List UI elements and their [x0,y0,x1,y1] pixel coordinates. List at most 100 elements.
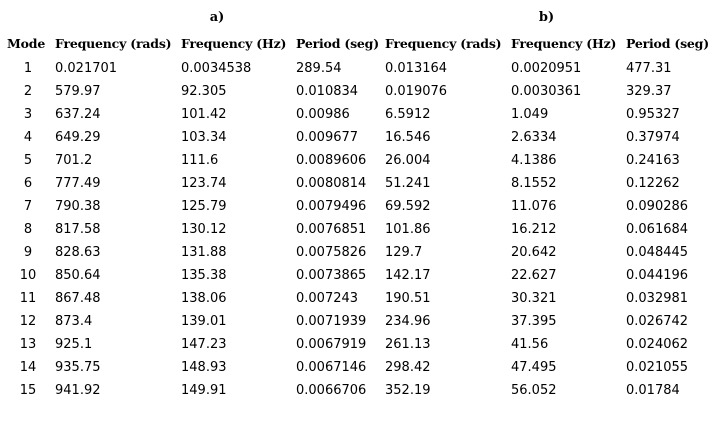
cell-a-period: 289.54 [296,61,342,76]
cell-b-period: 0.024062 [626,337,689,352]
cell-a-period: 0.0079496 [296,199,367,214]
cell-a-period: 0.0067146 [296,360,367,375]
cell-a-freq-hz: 103.34 [181,130,227,145]
cell-b-period: 0.24163 [626,153,680,168]
cell-b-period: 0.01784 [626,383,680,398]
cell-b-freq-hz: 37.395 [511,314,557,329]
column-header-row: Mode Frequency (rads) Frequency (Hz) Per… [4,30,711,57]
cell-a-freq-rads: 850.64 [55,268,101,283]
cell-b-freq-rads: 16.546 [385,130,431,145]
table-row: 8 817.58 130.12 0.0076851 101.86 16.212 0.0616… [4,218,711,241]
table-row: 11 867.48 138.06 0.007243 190.51 30.321 0.0329… [4,287,711,310]
table-row: 4 649.29 103.34 0.009677 16.546 2.6334 0.37974 [4,126,711,149]
cell-b-freq-rads: 234.96 [385,314,431,329]
cell-a-freq-rads: 935.75 [55,360,101,375]
cell-mode: 6 [23,176,33,191]
cell-mode: 12 [19,314,37,329]
cell-a-freq-hz: 111.6 [181,153,219,168]
cell-a-freq-hz: 101.42 [181,107,227,122]
cell-b-freq-hz: 30.321 [511,291,557,306]
cell-a-freq-rads: 649.29 [55,130,101,145]
cell-a-period: 0.007243 [296,291,359,306]
cell-a-freq-rads: 867.48 [55,291,101,306]
table-row: 12 873.4 139.01 0.0071939 234.96 37.395 0.0267… [4,310,711,333]
cell-a-freq-hz: 125.79 [181,199,227,214]
cell-b-freq-hz: 4.1386 [511,153,557,168]
header-a-period: Period (seg) [296,36,379,51]
cell-b-period: 329.37 [626,84,672,99]
group-header-row: a) b) [4,4,711,30]
cell-b-freq-hz: 11.076 [511,199,557,214]
cell-a-period: 0.00986 [296,107,350,122]
cell-b-freq-hz: 22.627 [511,268,557,283]
cell-b-freq-rads: 190.51 [385,291,431,306]
cell-b-freq-rads: 69.592 [385,199,431,214]
table-row: 13 925.1 147.23 0.0067919 261.13 41.56 0.02406… [4,333,711,356]
cell-a-freq-hz: 147.23 [181,337,227,352]
cell-mode: 2 [23,84,33,99]
cell-b-freq-hz: 16.212 [511,222,557,237]
cell-b-freq-hz: 1.049 [511,107,549,122]
table-row: 3 637.24 101.42 0.00986 6.5912 1.049 0.95327 [4,103,711,126]
cell-b-period: 477.31 [626,61,672,76]
cell-a-period: 0.0075826 [296,245,367,260]
cell-a-freq-rads: 777.49 [55,176,101,191]
cell-a-period: 0.0067919 [296,337,367,352]
cell-b-period: 0.12262 [626,176,680,191]
table-row: 1 0.021701 0.0034538 289.54 0.013164 0.002095… [4,57,711,80]
cell-b-freq-rads: 261.13 [385,337,431,352]
header-b-freq-hz: Frequency (Hz) [511,36,617,51]
cell-b-freq-rads: 0.013164 [385,61,448,76]
cell-a-freq-hz: 0.0034538 [181,61,252,76]
cell-mode: 15 [19,383,37,398]
cell-b-period: 0.95327 [626,107,680,122]
cell-mode: 5 [23,153,33,168]
cell-b-freq-rads: 101.86 [385,222,431,237]
cell-mode: 8 [23,222,33,237]
cell-mode: 1 [23,61,33,76]
cell-b-freq-hz: 0.0020951 [511,61,582,76]
cell-a-period: 0.0089606 [296,153,367,168]
cell-a-period: 0.009677 [296,130,359,145]
cell-mode: 7 [23,199,33,214]
cell-a-period: 0.0076851 [296,222,367,237]
cell-a-freq-hz: 123.74 [181,176,227,191]
cell-a-freq-rads: 873.4 [55,314,93,329]
cell-b-freq-rads: 298.42 [385,360,431,375]
cell-b-period: 0.044196 [626,268,689,283]
cell-b-period: 0.37974 [626,130,680,145]
group-b-label: b) [538,9,555,25]
cell-b-freq-rads: 352.19 [385,383,431,398]
cell-b-freq-rads: 0.019076 [385,84,448,99]
cell-a-freq-hz: 130.12 [181,222,227,237]
cell-b-freq-rads: 129.7 [385,245,423,260]
cell-a-period: 0.0073865 [296,268,367,283]
table-row: 5 701.2 111.6 0.0089606 26.004 4.1386 0.24163 [4,149,711,172]
table-row: 7 790.38 125.79 0.0079496 69.592 11.076 0.0902… [4,195,711,218]
modal-frequency-table: a) b) Mode Frequency (rads) Frequency (H… [4,4,711,402]
cell-mode: 14 [19,360,37,375]
cell-b-freq-hz: 47.495 [511,360,557,375]
cell-mode: 9 [23,245,33,260]
cell-mode: 3 [23,107,33,122]
cell-a-freq-rads: 637.24 [55,107,101,122]
cell-a-period: 0.0080814 [296,176,367,191]
cell-b-period: 0.061684 [626,222,689,237]
cell-b-freq-hz: 56.052 [511,383,557,398]
cell-a-period: 0.0066706 [296,383,367,398]
cell-a-freq-hz: 139.01 [181,314,227,329]
group-spacer [4,4,52,30]
cell-a-freq-rads: 0.021701 [55,61,118,76]
cell-a-freq-rads: 817.58 [55,222,101,237]
cell-b-freq-hz: 20.642 [511,245,557,260]
cell-b-freq-rads: 51.241 [385,176,431,191]
cell-b-period: 0.090286 [626,199,689,214]
cell-b-period: 0.026742 [626,314,689,329]
table-body: 1 0.021701 0.0034538 289.54 0.013164 0.002095… [4,57,711,402]
header-b-freq-rads: Frequency (rads) [385,36,502,51]
cell-a-freq-rads: 790.38 [55,199,101,214]
cell-a-freq-rads: 828.63 [55,245,101,260]
cell-a-freq-hz: 149.91 [181,383,227,398]
group-a-label: a) [209,9,225,25]
